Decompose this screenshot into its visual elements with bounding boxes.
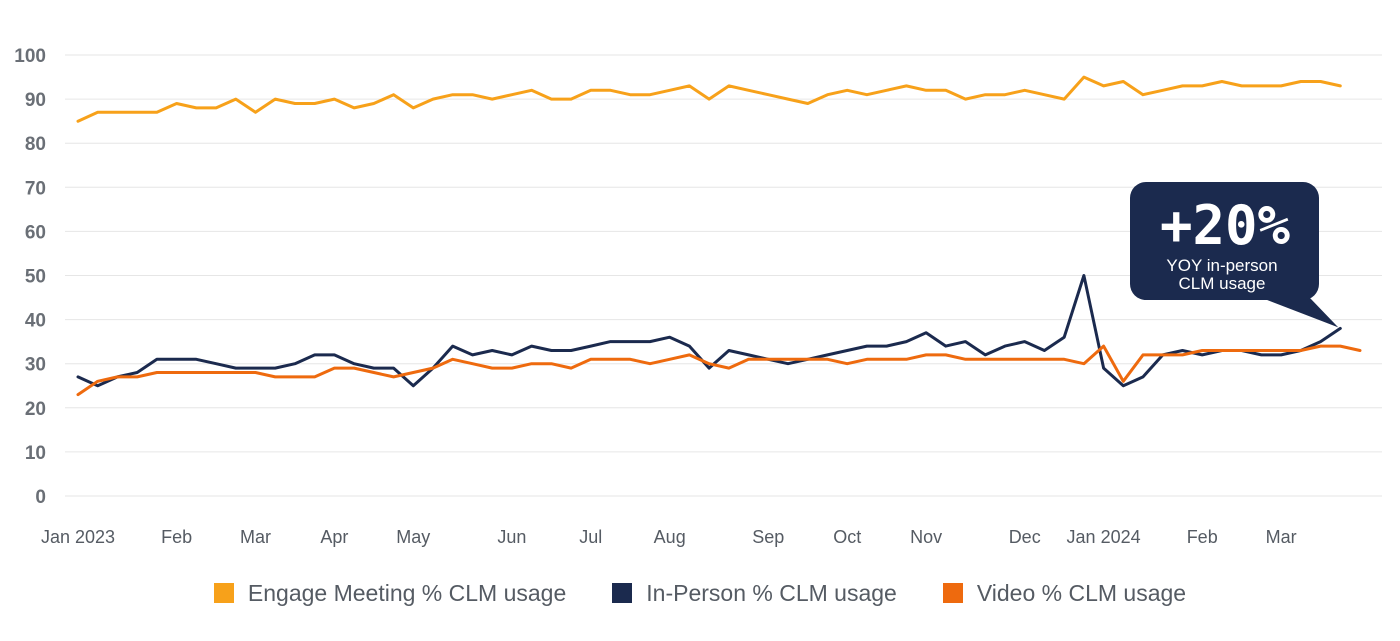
- x-tick-label: Aug: [654, 527, 686, 547]
- series-line-0: [76, 75, 1342, 123]
- series-line-2: [76, 344, 1362, 397]
- x-tick-label: May: [396, 527, 430, 547]
- x-tick-label: Sep: [752, 527, 784, 547]
- y-tick-label: 70: [25, 178, 46, 199]
- x-tick-label: Feb: [1187, 527, 1218, 547]
- y-tick-label: 100: [14, 46, 46, 67]
- x-axis-ticks: Jan 2023 Feb Mar Apr May Jun Jul Aug Sep Oct Nov De…: [41, 527, 1297, 547]
- y-tick-label: 0: [35, 487, 46, 508]
- x-tick-label: Jan 2024: [1067, 527, 1141, 547]
- y-tick-label: 50: [25, 267, 46, 288]
- y-axis-ticks: 0 10 20 30 40 50 60 70 80 90 100: [14, 46, 46, 508]
- chart-legend: Engage Meeting % CLM usage In-Person % C…: [0, 575, 1400, 611]
- legend-swatch-engage-meeting: [213, 583, 234, 603]
- series-line-1: [76, 274, 1342, 388]
- line-chart: 0 10 20 30 40 50 60 70 80 90 100 Jan 2023 Feb Mar Apr…: [14, 46, 1382, 547]
- x-tick-label: Oct: [833, 527, 861, 547]
- y-tick-label: 40: [25, 311, 46, 332]
- legend-item-in-person: In-Person % CLM usage: [612, 580, 897, 607]
- legend-label-in-person: In-Person % CLM usage: [646, 579, 897, 606]
- legend-item-engage-meeting: Engage Meeting % CLM usage: [213, 579, 567, 607]
- callout-headline: +20%: [1160, 194, 1291, 257]
- y-tick-label: 20: [25, 399, 46, 420]
- x-tick-label: Mar: [1266, 527, 1297, 547]
- series-lines: [76, 75, 1362, 397]
- x-tick-label: Mar: [240, 527, 271, 547]
- x-tick-label: Jul: [579, 527, 602, 547]
- yoy-callout: +20% YOY in-person CLM usage: [1130, 182, 1339, 328]
- legend-item-video: Video % CLM usage: [942, 579, 1187, 607]
- y-tick-label: 80: [25, 134, 46, 155]
- x-tick-label: Jan 2023: [41, 527, 115, 547]
- legend-swatch-in-person: [612, 583, 633, 603]
- x-tick-label: Feb: [161, 527, 192, 547]
- callout-line-1: YOY in-person: [1166, 256, 1277, 275]
- callout-pointer: [1262, 298, 1339, 328]
- y-tick-label: 90: [25, 90, 46, 111]
- legend-swatch-video: [942, 583, 963, 603]
- callout-line-2: CLM usage: [1179, 274, 1266, 293]
- callout-box: [1130, 182, 1319, 300]
- gridlines: [65, 54, 1382, 497]
- x-tick-label: Apr: [320, 527, 348, 547]
- x-tick-label: Dec: [1009, 527, 1041, 547]
- y-tick-label: 60: [25, 222, 46, 243]
- y-tick-label: 30: [25, 355, 46, 376]
- x-tick-label: Jun: [497, 527, 526, 547]
- legend-label-engage-meeting: Engage Meeting % CLM usage: [247, 579, 567, 606]
- y-tick-label: 10: [25, 443, 46, 464]
- x-tick-label: Nov: [910, 527, 942, 547]
- legend-label-video: Video % CLM usage: [976, 579, 1187, 606]
